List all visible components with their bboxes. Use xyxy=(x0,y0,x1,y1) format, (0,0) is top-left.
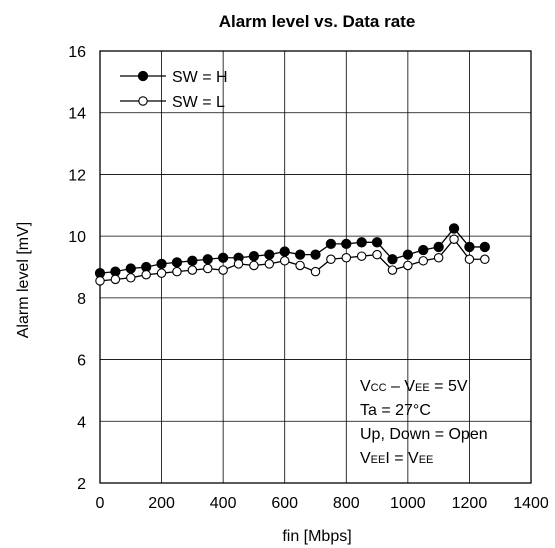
data-point-s2 xyxy=(218,265,228,275)
data-point-s2 xyxy=(249,260,259,271)
note-part: EE xyxy=(415,382,430,394)
y-axis-label: Alarm level [mV] xyxy=(15,222,32,338)
data-point-s1 xyxy=(125,263,136,274)
note-part: I = V xyxy=(385,450,419,467)
data-point-s2 xyxy=(403,260,413,271)
legend: SW = H SW = L xyxy=(120,69,228,111)
data-point-s1 xyxy=(464,241,475,253)
x-tick-label: 1000 xyxy=(390,495,426,512)
note-part: V xyxy=(360,378,371,395)
y-tick-label: 4 xyxy=(77,414,86,431)
data-point-s2 xyxy=(295,260,305,271)
plot-border xyxy=(99,50,532,484)
series-layer xyxy=(94,223,490,286)
note-part: CC xyxy=(371,382,387,394)
data-point-s1 xyxy=(310,249,321,260)
y-tick-label: 12 xyxy=(68,167,86,184)
data-point-s2 xyxy=(264,259,275,269)
data-point-s2 xyxy=(480,254,490,265)
note-part: V xyxy=(360,450,371,467)
data-point-s2 xyxy=(203,263,213,274)
x-tick-label: 0 xyxy=(96,495,105,512)
data-point-s1 xyxy=(264,249,275,260)
data-point-s2 xyxy=(156,268,167,278)
note-line-2: Ta = 27°C xyxy=(360,402,431,419)
data-point-s2 xyxy=(356,251,367,261)
data-point-s2 xyxy=(233,259,244,269)
x-axis-ticks: 0 200 400 600 800 1000 1200 1400 xyxy=(96,495,549,512)
x-tick-label: 800 xyxy=(333,495,360,512)
data-point-s1 xyxy=(387,254,398,265)
data-point-s2 xyxy=(126,273,136,283)
x-tick-label: 600 xyxy=(271,495,298,512)
data-point-s2 xyxy=(418,256,428,266)
data-point-s2 xyxy=(433,252,444,263)
data-point-s1 xyxy=(279,246,290,257)
data-point-s2 xyxy=(387,265,398,275)
data-point-s1 xyxy=(433,241,444,253)
data-point-s2 xyxy=(449,234,459,244)
data-point-s2 xyxy=(310,266,321,277)
y-tick-label: 6 xyxy=(77,353,86,370)
legend-marker-2 xyxy=(138,96,148,106)
data-point-s1 xyxy=(402,249,414,260)
data-point-s1 xyxy=(156,258,167,270)
data-point-s2 xyxy=(172,266,182,277)
y-tick-label: 8 xyxy=(77,291,86,308)
data-point-s2 xyxy=(464,254,475,265)
x-axis-label: fin [Mbps] xyxy=(282,528,351,545)
data-point-s2 xyxy=(95,276,105,286)
note-line-3: Up, Down = Open xyxy=(360,426,488,443)
data-point-s1 xyxy=(448,223,460,234)
note-part: EE xyxy=(371,454,386,466)
data-point-s1 xyxy=(248,251,260,262)
data-point-s1 xyxy=(325,238,337,250)
x-tick-label: 400 xyxy=(210,495,237,512)
data-point-s1 xyxy=(341,238,352,250)
data-point-s2 xyxy=(341,252,352,263)
data-point-s2 xyxy=(279,256,290,266)
x-tick-label: 1200 xyxy=(452,495,488,512)
data-point-s1 xyxy=(202,254,213,265)
data-point-s1 xyxy=(187,255,198,266)
plot-frame xyxy=(99,50,532,484)
data-point-s1 xyxy=(356,237,367,248)
legend-label-1: SW = H xyxy=(172,69,228,86)
y-axis-ticks: 2 4 6 8 10 12 14 16 xyxy=(68,44,86,493)
note-part: – V xyxy=(387,378,416,395)
x-tick-label: 1400 xyxy=(513,495,549,512)
chart-title: Alarm level vs. Data rate xyxy=(219,12,416,31)
data-point-s1 xyxy=(371,237,383,248)
y-tick-label: 10 xyxy=(68,229,86,246)
data-point-s2 xyxy=(372,249,382,260)
data-point-s2 xyxy=(326,254,336,265)
data-point-s2 xyxy=(110,274,121,285)
data-point-s1 xyxy=(479,241,490,253)
legend-marker-1 xyxy=(137,70,149,82)
y-tick-label: 16 xyxy=(68,44,86,61)
data-point-s2 xyxy=(141,269,151,280)
note-part: = 5V xyxy=(430,378,468,395)
data-point-s1 xyxy=(418,244,429,256)
x-tick-label: 200 xyxy=(148,495,175,512)
data-point-s1 xyxy=(171,257,183,268)
y-tick-label: 2 xyxy=(77,476,86,493)
data-point-s1 xyxy=(294,249,306,260)
note-line-4: VEEI = VEE xyxy=(360,450,433,467)
note-part: EE xyxy=(419,454,434,466)
y-tick-label: 14 xyxy=(68,106,86,123)
data-point-s1 xyxy=(217,252,229,263)
note-line-1: VCC – VEE = 5V xyxy=(360,378,468,395)
data-point-s2 xyxy=(187,265,198,275)
legend-label-2: SW = L xyxy=(172,94,225,111)
